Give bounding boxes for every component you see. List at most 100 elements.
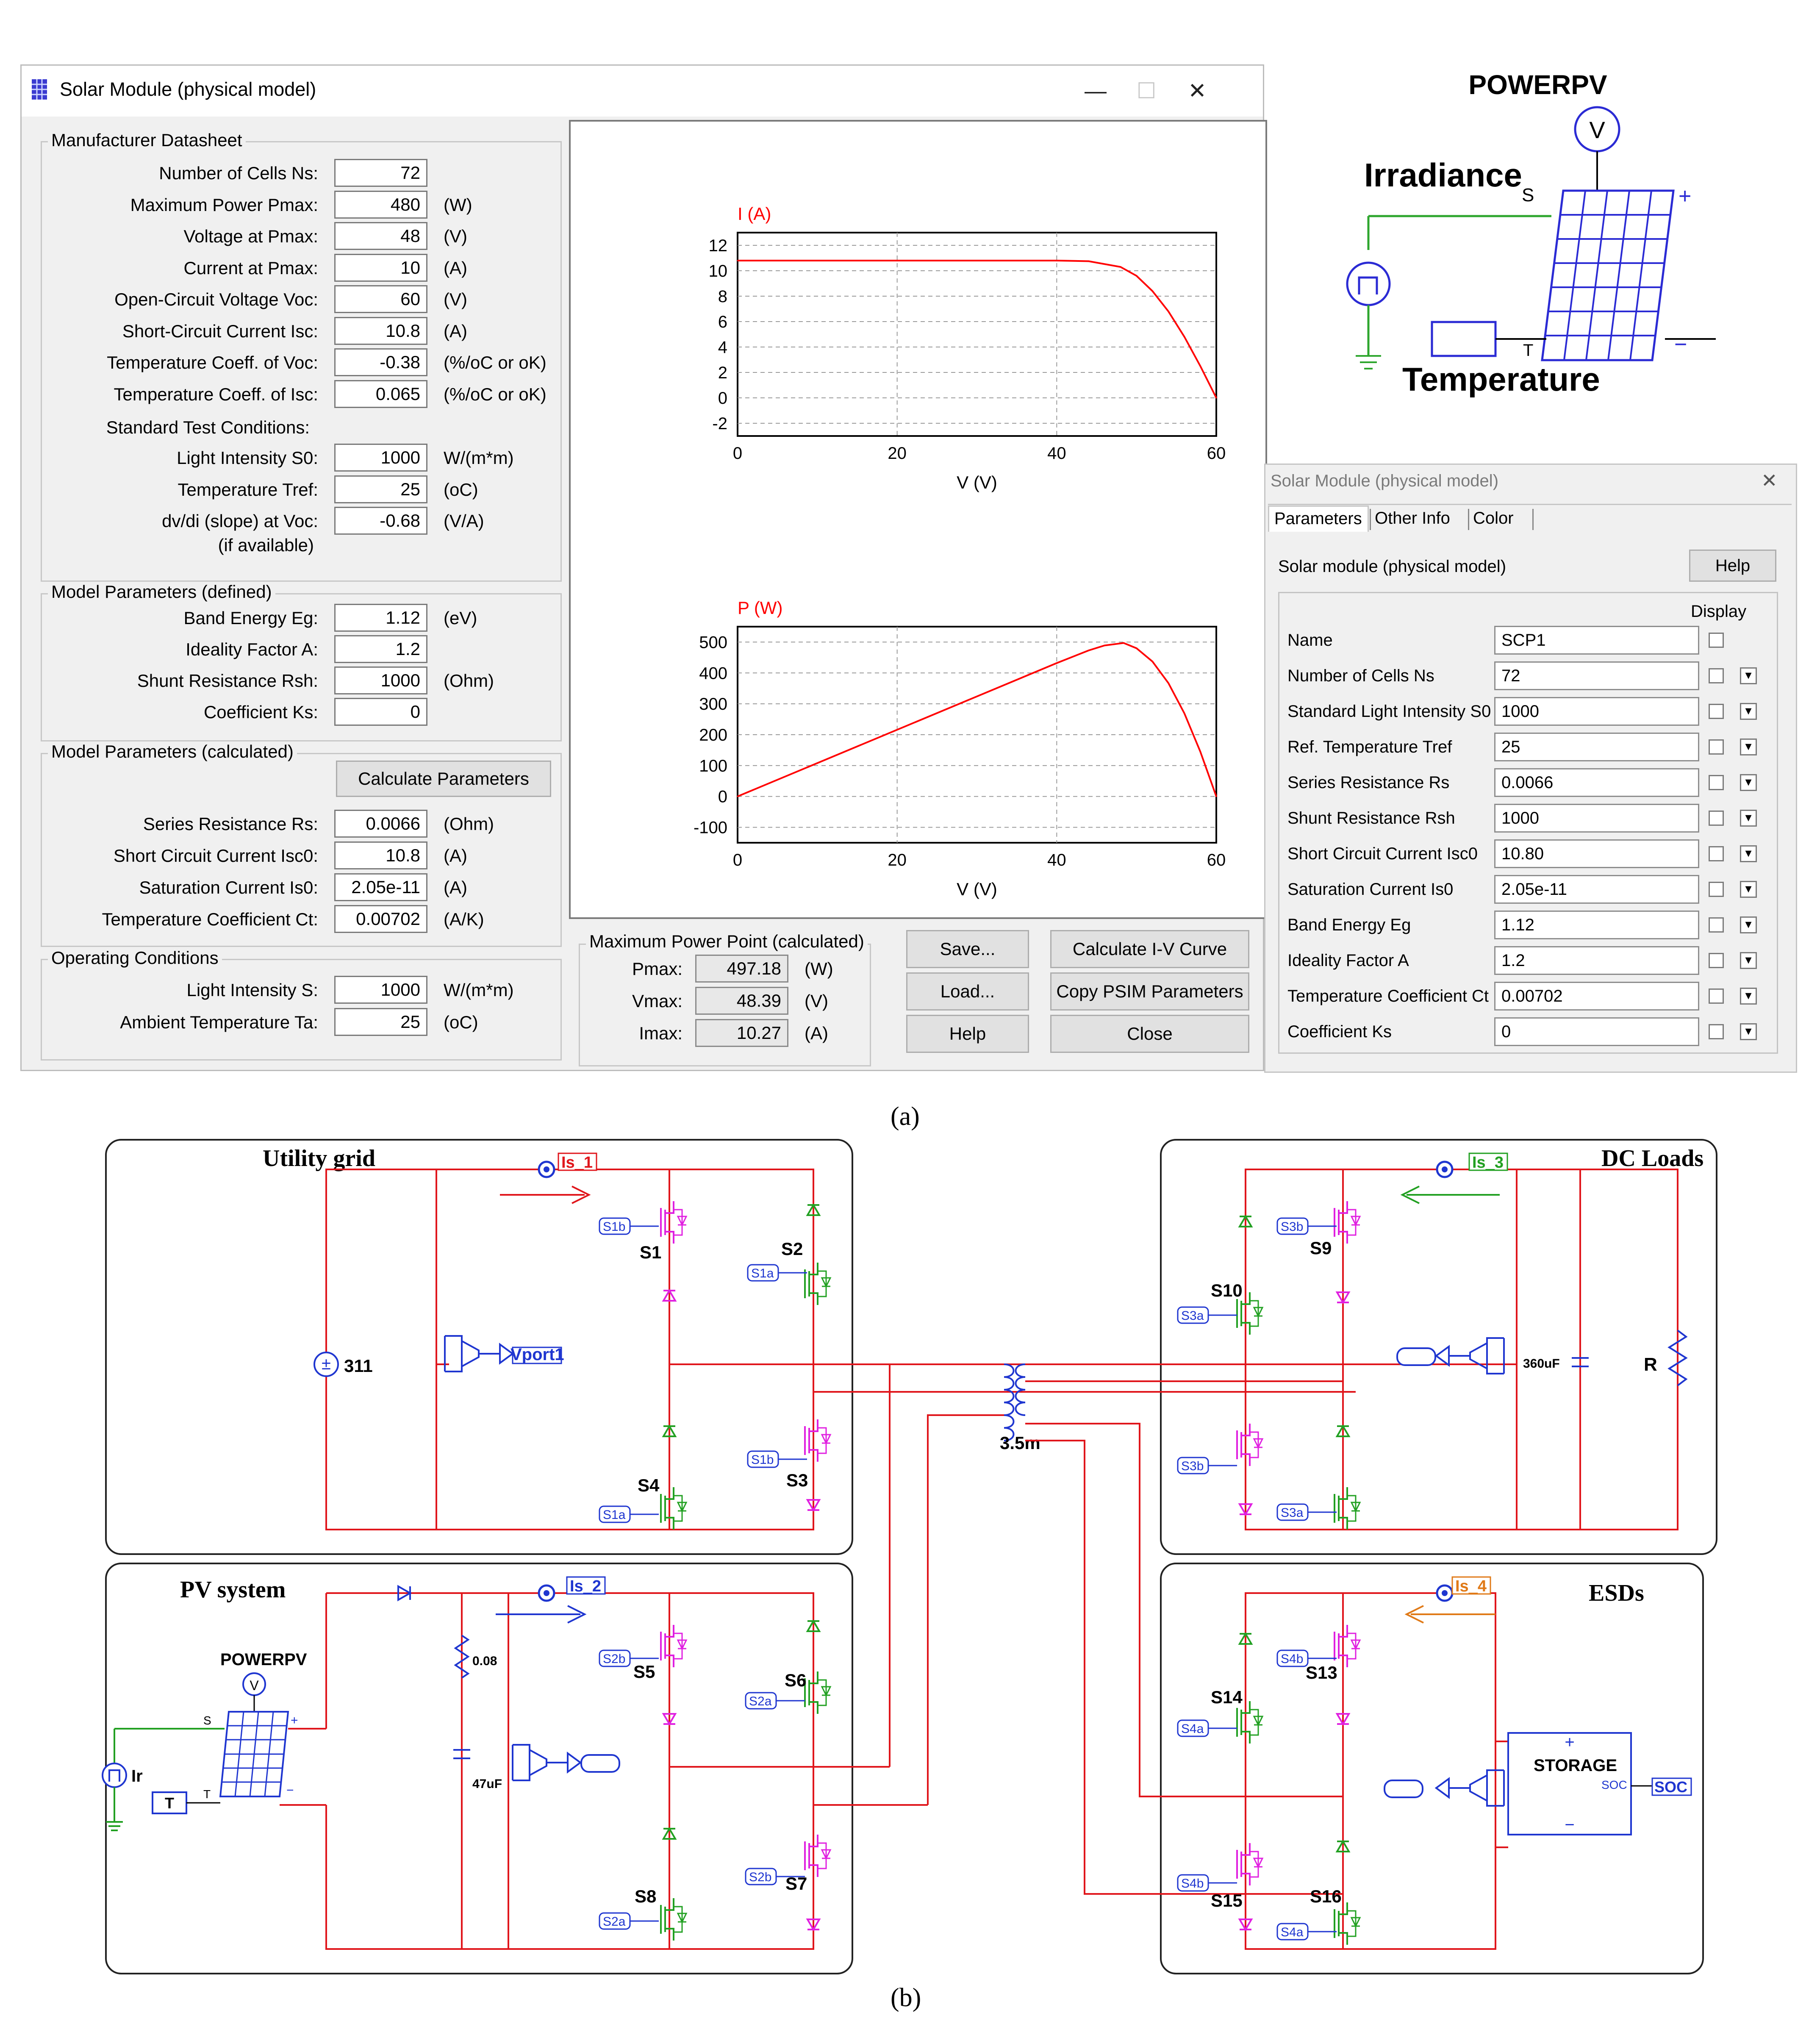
t-block-icon	[152, 1791, 187, 1814]
switch-s14-icon	[1236, 1700, 1263, 1744]
defined-row-2-input[interactable]: 1000	[334, 666, 427, 694]
copy-psim-parameters-button[interactable]: Copy PSIM Parameters	[1050, 972, 1249, 1011]
mfr-row-6-input[interactable]: -0.38	[334, 348, 427, 376]
ir-label: Ir	[131, 1767, 143, 1785]
defined-row-1-input[interactable]: 1.2	[334, 635, 427, 663]
help-button[interactable]: Help	[906, 1015, 1029, 1053]
manufacturer-datasheet-group	[41, 141, 562, 582]
panel-row-7-display-checkbox[interactable]	[1709, 882, 1724, 897]
section-pv-system: PV system	[180, 1577, 286, 1603]
panel-row-3-display-checkbox[interactable]	[1709, 739, 1724, 755]
panel-row-11-input[interactable]: 0	[1494, 1017, 1699, 1046]
panel-row-8-dropdown-icon[interactable]: ▾	[1740, 916, 1757, 933]
panel-row-1-input[interactable]: 72	[1494, 661, 1699, 690]
panel-row-0-input[interactable]: SCP1	[1494, 626, 1699, 655]
close-button[interactable]: Close	[1050, 1015, 1249, 1053]
is1-label: Is_1	[561, 1154, 593, 1172]
op-row-1-input[interactable]: 25	[334, 1008, 427, 1036]
gate-tag-s3b-6: S3b	[1181, 1459, 1204, 1473]
panel-row-6-dropdown-icon[interactable]: ▾	[1740, 845, 1757, 862]
load-button[interactable]: Load...	[906, 972, 1029, 1011]
tab-other-info[interactable]: Other Info	[1375, 509, 1450, 528]
mfr-row-7-unit: (%/oC or oK)	[444, 384, 547, 404]
load-resistor-icon	[1667, 1330, 1688, 1386]
mfr-row-4-input[interactable]: 60	[334, 285, 427, 313]
panel-row-4-input[interactable]: 0.0066	[1494, 768, 1699, 797]
defined-row-3-input[interactable]: 0	[334, 698, 427, 726]
panel-row-6-label: Short Circuit Current Isc0	[1287, 844, 1478, 863]
panel-row-1-dropdown-icon[interactable]: ▾	[1740, 667, 1757, 684]
panel-row-2-display-checkbox[interactable]	[1709, 704, 1724, 719]
switch-s1-icon	[660, 1200, 687, 1244]
tab-color[interactable]: Color	[1473, 509, 1514, 528]
panel-row-6-input[interactable]: 10.80	[1494, 839, 1699, 868]
mfr-row-0-input[interactable]: 72	[334, 159, 427, 187]
panel-row-5-dropdown-icon[interactable]: ▾	[1740, 810, 1757, 827]
stc-row-1-input[interactable]: 25	[334, 475, 427, 503]
op-row-0-unit: W/(m*m)	[444, 980, 514, 1000]
stc-row-0-input[interactable]: 1000	[334, 444, 427, 472]
close-window-button[interactable]: ✕	[1188, 79, 1207, 103]
gate-tag-s3a-7: S3a	[1281, 1506, 1304, 1520]
panel-row-11-dropdown-icon[interactable]: ▾	[1740, 1023, 1757, 1040]
panel-row-3-label: Ref. Temperature Tref	[1287, 738, 1452, 756]
panel-row-7-dropdown-icon[interactable]: ▾	[1740, 881, 1757, 898]
stc-row-2-input[interactable]: -0.68	[334, 507, 427, 535]
panel-close-button[interactable]: ✕	[1761, 469, 1778, 491]
pv-system-group	[105, 1563, 853, 1974]
calculate-parameters-button[interactable]: Calculate Parameters	[336, 761, 551, 797]
maximize-button[interactable]: ☐	[1136, 79, 1157, 103]
op-row-0-input[interactable]: 1000	[334, 976, 427, 1004]
panel-row-9-dropdown-icon[interactable]: ▾	[1740, 952, 1757, 969]
panel-row-1-display-checkbox[interactable]	[1709, 668, 1724, 683]
tab-parameters[interactable]: Parameters	[1268, 505, 1369, 532]
panel-row-9-display-checkbox[interactable]	[1709, 953, 1724, 968]
y-tick-label: 400	[699, 664, 727, 683]
mfr-row-2-input[interactable]: 48	[334, 222, 427, 250]
panel-help-button[interactable]: Help	[1689, 550, 1776, 582]
calc-row-1-input[interactable]: 10.8	[334, 841, 427, 869]
panel-row-9-input[interactable]: 1.2	[1494, 946, 1699, 975]
mpp-label: Maximum Power Point (calculated)	[586, 931, 868, 952]
panel-row-4-dropdown-icon[interactable]: ▾	[1740, 774, 1757, 791]
minimize-button[interactable]: —	[1085, 79, 1107, 103]
mfr-row-0-label: Number of Cells Ns:	[159, 163, 318, 183]
panel-row-2-input[interactable]: 1000	[1494, 697, 1699, 726]
panel-row-3-dropdown-icon[interactable]: ▾	[1740, 739, 1757, 755]
panel-row-7-input[interactable]: 2.05e-11	[1494, 875, 1699, 904]
switch-label-s3: S3	[786, 1470, 808, 1490]
defined-row-2-label: Shunt Resistance Rsh:	[137, 671, 318, 691]
panel-row-2-dropdown-icon[interactable]: ▾	[1740, 703, 1757, 720]
mpp-row-1-unit: (V)	[805, 991, 828, 1011]
mfr-row-6-unit: (%/oC or oK)	[444, 353, 547, 372]
gate-tag-s1a-1: S1a	[751, 1266, 774, 1280]
mfr-row-5-input[interactable]: 10.8	[334, 317, 427, 345]
defined-row-0-input[interactable]: 1.12	[334, 604, 427, 632]
save-button[interactable]: Save...	[906, 930, 1029, 968]
panel-row-10-display-checkbox[interactable]	[1709, 988, 1724, 1004]
mfr-row-3-input[interactable]: 10	[334, 253, 427, 282]
y-tick-label: 10	[709, 262, 728, 280]
x-tick-label: 0	[733, 851, 742, 869]
panel-row-10-input[interactable]: 0.00702	[1494, 982, 1699, 1011]
panel-row-10-dropdown-icon[interactable]: ▾	[1740, 988, 1757, 1005]
panel-row-4-display-checkbox[interactable]	[1709, 775, 1724, 790]
defined-row-1-label: Ideality Factor A:	[186, 639, 318, 659]
panel-row-6-display-checkbox[interactable]	[1709, 846, 1724, 861]
panel-row-5-display-checkbox[interactable]	[1709, 811, 1724, 826]
gate-tag-s2b-8: S2b	[603, 1652, 625, 1666]
panel-row-5-input[interactable]: 1000	[1494, 804, 1699, 833]
calculate-iv-curve-button[interactable]: Calculate I-V Curve	[1050, 930, 1249, 968]
y-tick-label: 100	[699, 757, 727, 775]
calc-row-0-input[interactable]: 0.0066	[334, 810, 427, 838]
mfr-row-1-input[interactable]: 480	[334, 190, 427, 219]
panel-row-8-input[interactable]: 1.12	[1494, 911, 1699, 939]
panel-row-0-display-checkbox[interactable]	[1709, 633, 1724, 648]
switch-label-s8: S8	[635, 1886, 656, 1906]
calc-row-2-input[interactable]: 2.05e-11	[334, 873, 427, 901]
mfr-row-7-input[interactable]: 0.065	[334, 380, 427, 408]
panel-row-11-display-checkbox[interactable]	[1709, 1024, 1724, 1039]
panel-row-3-input[interactable]: 25	[1494, 733, 1699, 761]
calc-row-3-input[interactable]: 0.00702	[334, 905, 427, 933]
panel-row-8-display-checkbox[interactable]	[1709, 917, 1724, 933]
